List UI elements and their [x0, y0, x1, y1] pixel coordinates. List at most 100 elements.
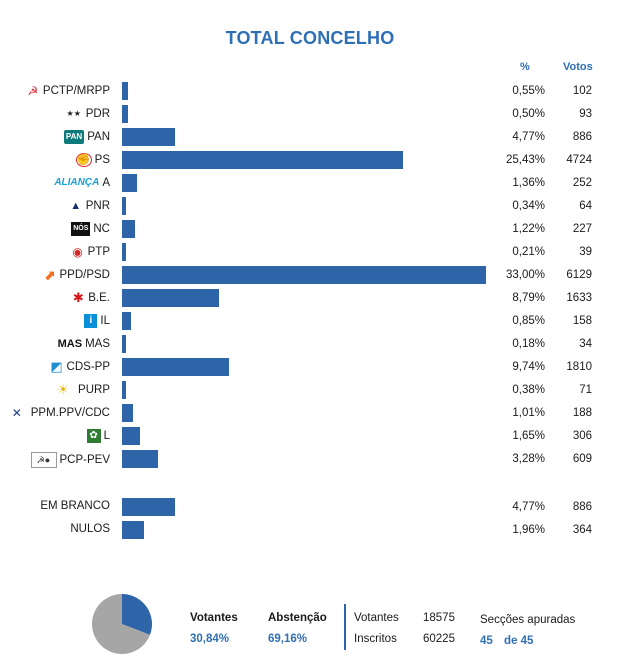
- bar: [122, 151, 403, 169]
- bar: [122, 289, 219, 307]
- party-label-group: NULOS: [70, 523, 110, 535]
- abstencao-heading: Abstenção: [268, 612, 327, 624]
- inscritos-count: 60225: [423, 633, 455, 645]
- percent-label: 8,79%: [512, 292, 545, 304]
- turnout-footer: Votantes 30,84% Abstenção 69,16% Votante…: [0, 590, 629, 660]
- chart-title: TOTAL CONCELHO: [225, 28, 395, 48]
- chart-row: i IL 0,85% 158: [0, 310, 629, 333]
- percent-label: 0,38%: [512, 384, 545, 396]
- votes-label: 1810: [566, 361, 592, 373]
- abstencao-percent: 69,16%: [268, 633, 308, 645]
- bar: [122, 128, 175, 146]
- seccoes-label: Secções apuradas: [480, 614, 576, 626]
- percent-label: 1,96%: [512, 524, 545, 536]
- votes-label: 227: [572, 223, 592, 235]
- pie-slice-votantes: [122, 594, 152, 635]
- bar: [122, 266, 486, 284]
- party-label: PAN: [87, 131, 110, 143]
- hammer-sickle-icon: ☭: [27, 84, 39, 98]
- chart-row: ✕ PPM.PPV/CDC 1,01% 188: [0, 402, 629, 425]
- fist-rose-icon: ✊: [75, 153, 92, 167]
- flame-icon: ▲: [70, 200, 82, 212]
- coalition-logo-icon: ✕: [11, 406, 22, 420]
- percent-label: 25,43%: [505, 154, 545, 166]
- percent-label: 1,01%: [512, 407, 545, 419]
- bar: [122, 105, 128, 123]
- chart-row: MAS MAS 0,18% 34: [0, 333, 629, 356]
- percent-label: 1,36%: [512, 177, 545, 189]
- bar: [122, 358, 229, 376]
- bar: [122, 243, 126, 261]
- votantes-percent: 30,84%: [190, 633, 230, 645]
- party-label-group: i IL: [84, 314, 110, 328]
- percent-label: 1,22%: [512, 223, 545, 235]
- party-label: NULOS: [70, 523, 110, 535]
- chart-row: ✱ B.E. 8,79% 1633: [0, 287, 629, 310]
- pan-logo-icon: PAN: [63, 130, 85, 144]
- votantes-heading: Votantes: [190, 612, 238, 624]
- alianca-logo-icon: ALIANÇA: [54, 177, 100, 188]
- party-label: CDS-PP: [66, 361, 110, 373]
- star-figure-icon: ✱: [72, 290, 84, 305]
- party-label: PDR: [85, 108, 110, 120]
- party-label-group: MAS MAS: [58, 337, 110, 351]
- party-label-group: ✕ PPM.PPV/CDC: [6, 406, 110, 420]
- party-label-group: NÓS NC: [71, 222, 110, 236]
- votes-label: 364: [572, 524, 592, 536]
- votes-label: 252: [572, 177, 592, 189]
- bar: [122, 82, 128, 100]
- party-label-group: ☭● PCP-PEV: [30, 452, 111, 468]
- party-label: PCP-PEV: [59, 454, 111, 466]
- party-label-group: ◉ PTP: [71, 245, 110, 259]
- percent-label: 4,77%: [512, 131, 545, 143]
- party-label-group: EM BRANCO: [40, 500, 110, 512]
- percent-label: 4,77%: [512, 501, 545, 513]
- votes-column-header: Votos: [563, 61, 593, 73]
- party-label: PNR: [85, 200, 110, 212]
- percent-label: 0,55%: [512, 85, 545, 97]
- chart-row: ◩ CDS-PP 9,74% 1810: [0, 356, 629, 379]
- percent-label: 0,18%: [512, 338, 545, 350]
- percent-label: 0,34%: [512, 200, 545, 212]
- chart-row: ☭● PCP-PEV 3,28% 609: [0, 448, 629, 471]
- bar: [122, 450, 158, 468]
- votes-label: 39: [579, 246, 592, 258]
- inscritos-label: Inscritos: [354, 633, 397, 645]
- bar: [122, 312, 131, 330]
- chart-row: ◉ PTP 0,21% 39: [0, 241, 629, 264]
- party-label-group: ✿ L: [86, 429, 110, 443]
- votantes-count-label: Votantes: [354, 612, 399, 624]
- votes-label: 306: [572, 430, 592, 442]
- info-icon: i: [84, 314, 98, 328]
- party-label: PPM.PPV/CDC: [30, 407, 110, 419]
- seccoes-total: de 45: [504, 635, 534, 647]
- percent-label: 3,28%: [512, 453, 545, 465]
- percent-label: 9,74%: [512, 361, 545, 373]
- party-label-group: ☀ PURP: [51, 383, 110, 397]
- percent-label: 0,50%: [512, 108, 545, 120]
- chart-row: ★★ PDR 0,50% 93: [0, 103, 629, 126]
- party-label: PPD/PSD: [59, 269, 111, 281]
- party-label-group: ☭ PCTP/MRPP: [26, 84, 110, 98]
- pie-slice-abstencao: [92, 594, 151, 654]
- party-label-group: ALIANÇA A: [54, 176, 110, 190]
- footer-divider: [344, 604, 346, 650]
- mas-logo-icon: MAS: [57, 338, 83, 350]
- party-label-group: PAN PAN: [63, 130, 110, 144]
- party-label-group: ◩ CDS-PP: [50, 360, 110, 374]
- percent-label: 1,65%: [512, 430, 545, 442]
- chart-row: EM BRANCO 4,77% 886: [0, 496, 629, 519]
- votes-label: 6129: [566, 269, 592, 281]
- chart-row: ALIANÇA A 1,36% 252: [0, 172, 629, 195]
- chart-row: NULOS 1,96% 364: [0, 519, 629, 542]
- party-label: NC: [93, 223, 110, 235]
- votantes-count: 18575: [423, 612, 455, 624]
- party-label: IL: [100, 315, 110, 327]
- party-label: A: [102, 177, 110, 189]
- chart-row: ✿ L 1,65% 306: [0, 425, 629, 448]
- chart-row: ✊ PS 25,43% 4724: [0, 149, 629, 172]
- nc-logo-icon: NÓS: [71, 222, 91, 236]
- percent-label: 0,21%: [512, 246, 545, 258]
- votes-label: 1633: [566, 292, 592, 304]
- bar: [122, 498, 175, 516]
